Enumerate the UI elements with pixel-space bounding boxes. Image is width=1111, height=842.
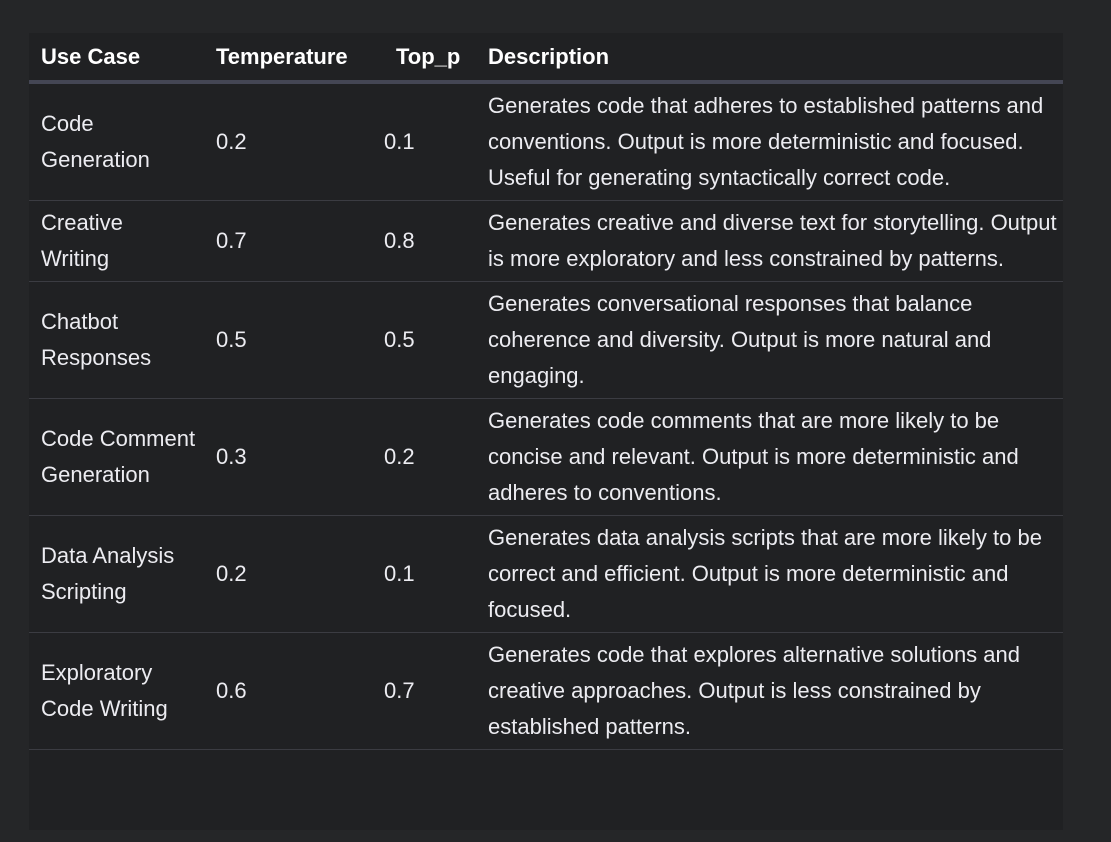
table-row: Code Comment Generation 0.3 0.2 Generate… bbox=[29, 398, 1063, 516]
cell-temperature: 0.2 bbox=[216, 515, 384, 633]
cell-use-case: Code Comment Generation bbox=[29, 398, 216, 516]
cell-description: Generates creative and diverse text for … bbox=[476, 200, 1063, 282]
cell-use-case: Code Generation bbox=[29, 82, 216, 201]
header-use-case: Use Case bbox=[29, 33, 216, 84]
parameters-table-panel: Use Case Temperature Top_p Description C… bbox=[29, 33, 1063, 830]
cell-use-case: Chatbot Responses bbox=[29, 281, 216, 399]
header-description: Description bbox=[476, 33, 1063, 84]
header-row: Use Case Temperature Top_p Description bbox=[29, 33, 1063, 84]
table-row: Chatbot Responses 0.5 0.5 Generates conv… bbox=[29, 281, 1063, 399]
cell-description: Generates code that adheres to establish… bbox=[476, 82, 1063, 201]
cell-top-p: 0.7 bbox=[384, 632, 476, 750]
cell-description: Generates code comments that are more li… bbox=[476, 398, 1063, 516]
header-top-p: Top_p bbox=[384, 33, 476, 84]
table-body: Code Generation 0.2 0.1 Generates code t… bbox=[29, 82, 1063, 750]
cell-top-p: 0.1 bbox=[384, 515, 476, 633]
table-row: Exploratory Code Writing 0.6 0.7 Generat… bbox=[29, 632, 1063, 750]
table-header: Use Case Temperature Top_p Description bbox=[29, 33, 1063, 84]
cell-top-p: 0.5 bbox=[384, 281, 476, 399]
table-row: Data Analysis Scripting 0.2 0.1 Generate… bbox=[29, 515, 1063, 633]
cell-use-case: Exploratory Code Writing bbox=[29, 632, 216, 750]
cell-temperature: 0.2 bbox=[216, 82, 384, 201]
cell-temperature: 0.6 bbox=[216, 632, 384, 750]
cell-use-case: Data Analysis Scripting bbox=[29, 515, 216, 633]
cell-description: Generates conversational responses that … bbox=[476, 281, 1063, 399]
table-row: Creative Writing 0.7 0.8 Generates creat… bbox=[29, 200, 1063, 282]
cell-top-p: 0.1 bbox=[384, 82, 476, 201]
cell-description: Generates code that explores alternative… bbox=[476, 632, 1063, 750]
table-row: Code Generation 0.2 0.1 Generates code t… bbox=[29, 82, 1063, 201]
cell-use-case: Creative Writing bbox=[29, 200, 216, 282]
parameters-table: Use Case Temperature Top_p Description C… bbox=[29, 33, 1063, 750]
cell-top-p: 0.8 bbox=[384, 200, 476, 282]
cell-description: Generates data analysis scripts that are… bbox=[476, 515, 1063, 633]
cell-temperature: 0.7 bbox=[216, 200, 384, 282]
cell-temperature: 0.3 bbox=[216, 398, 384, 516]
header-temperature: Temperature bbox=[216, 33, 384, 84]
cell-top-p: 0.2 bbox=[384, 398, 476, 516]
cell-temperature: 0.5 bbox=[216, 281, 384, 399]
